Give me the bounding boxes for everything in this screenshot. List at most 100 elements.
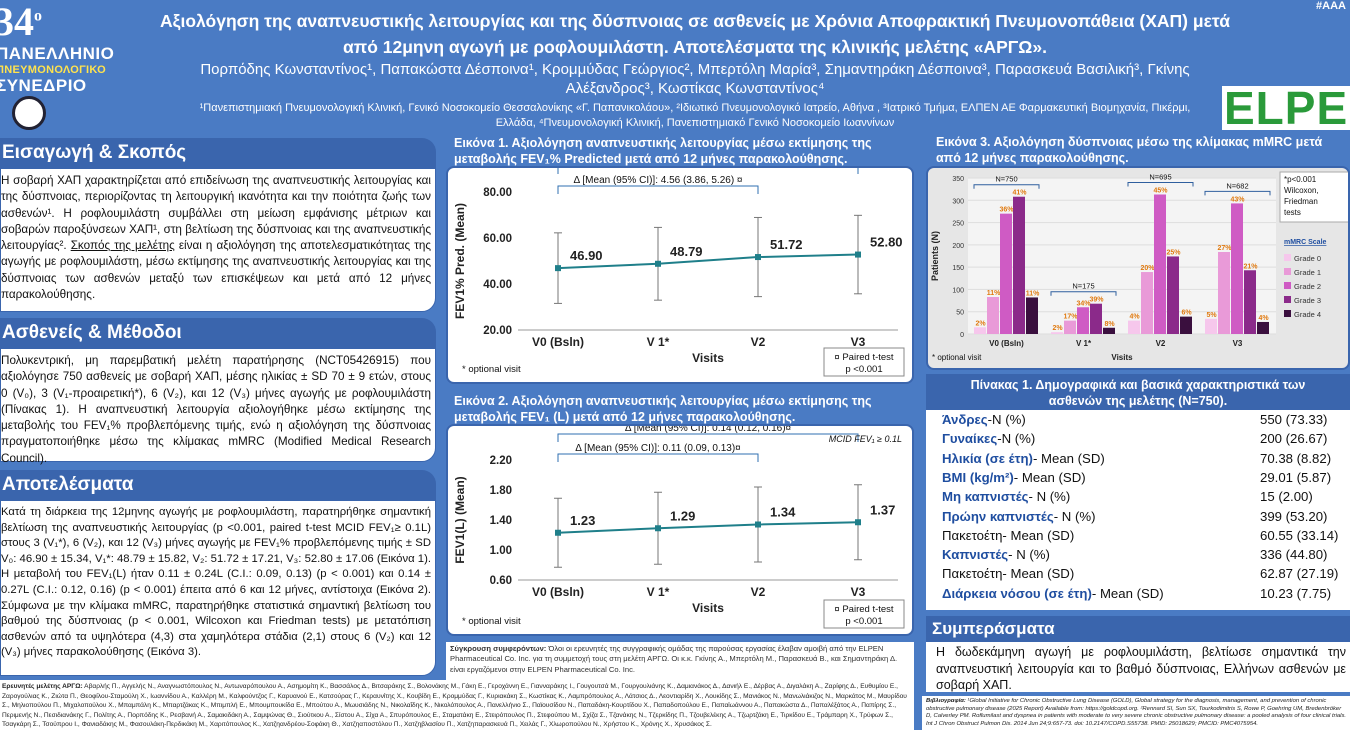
legend-swatch (1284, 268, 1291, 275)
bar (1013, 196, 1025, 334)
bar-label: 5% (1206, 312, 1217, 319)
y-tick-label: 150 (952, 265, 964, 272)
data-point (755, 521, 761, 528)
stat-note-line: Friedman (1284, 197, 1318, 206)
bar-label: 11% (1026, 290, 1040, 297)
bar-label: 25% (1166, 249, 1181, 256)
bar (1000, 213, 1012, 334)
p-value: p <0.001 (845, 616, 882, 627)
legend-swatch (1284, 282, 1291, 289)
fig3-title: Εικόνα 3. Αξιολόγηση δύσπνοιας μέσω της … (936, 135, 1323, 165)
y-tick-label: 250 (952, 221, 964, 228)
conclusions-heading: Συμπεράσματα (926, 616, 1350, 642)
fig2-title: Εικόνα 2. Αξιολόγηση αναπνευστικής λειτο… (454, 394, 872, 424)
intro-heading: Εισαγωγή & Σκοπός (0, 138, 436, 168)
y-tick-label: 1.00 (490, 545, 512, 557)
congress-line3: ΣΥΝΕΔΡΙΟ (0, 76, 87, 95)
bar-label: 34% (1076, 300, 1091, 307)
y-tick-label: 0.60 (490, 575, 512, 587)
x-tick-label: V3 (851, 335, 866, 349)
x-tick-label: V2 (1156, 339, 1166, 348)
data-point (655, 260, 661, 267)
data-label: 1.29 (670, 508, 695, 523)
total-label: N=175 (1072, 282, 1094, 291)
total-bracket (1050, 291, 1117, 296)
footnote: * optional visit (462, 364, 521, 375)
total-bracket (1127, 181, 1194, 187)
investigators: Ερευνητές μελέτης ΑΡΓΩ: Αβαρλής Π., Αγγε… (0, 680, 914, 730)
legend-swatch (1284, 254, 1291, 261)
bar-label: 6% (1181, 310, 1192, 317)
x-tick-label: V0 (Bsln) (989, 339, 1024, 348)
data-point (855, 519, 861, 526)
bar-label: 21% (1243, 263, 1258, 270)
data-label: 1.34 (770, 505, 796, 520)
bracket-v0-v3 (557, 165, 859, 174)
legend-label: Grade 0 (1294, 254, 1321, 263)
fig1-title: Εικόνα 1. Αξιολόγηση αναπνευστικής λειτο… (454, 136, 872, 166)
authors: Πορπόδης Κωνσταντίνος¹, Παπακώστα Δέσποι… (200, 61, 1190, 97)
x-tick-label: V 1* (647, 585, 670, 599)
total-label: N=682 (1226, 181, 1248, 190)
fig3-title-bg (926, 134, 1350, 168)
stat-note-line: tests (1284, 208, 1301, 217)
bracket-v0-v3 (557, 433, 859, 442)
fig3-plot: 0 50 100 150 200 250 300 350 Patients (N) 2% 11% 36… (930, 171, 1350, 362)
table-row-label: Γυναίκες-Ν (%) (942, 431, 1036, 447)
table-row-label: Πρώην καπνιστές- Ν (%) (942, 508, 1096, 524)
bar (1077, 307, 1089, 334)
total-bracket (973, 184, 1040, 189)
bar (1051, 332, 1063, 334)
table-row-label: Πακετοέτη- Mean (SD) (942, 566, 1075, 582)
fig2-plot: 0.60 1.00 1.40 1.80 2.20 FEV1(L) (Mean) Visits… (453, 423, 905, 629)
methods-text: Πολυκεντρική, μη παρεμβατική μελέτη παρα… (0, 348, 436, 465)
elpen-logo: ELPEN (1222, 82, 1350, 134)
bar-label: 4% (1258, 315, 1269, 322)
bracket-label-v0-v2: Δ [Mean (95% CI)]: 4.56 (3.86, 5.26) ¤ (574, 175, 743, 186)
bar-label: 2% (1052, 325, 1063, 332)
bar (1154, 194, 1166, 334)
bar (1026, 297, 1038, 334)
table-row-value: 336 (44.80) (1260, 547, 1328, 563)
methods-heading: Ασθενείς & Μέθοδοι (0, 318, 436, 348)
bracket-label-v0-v2: Δ [Mean (95% CI)]: 0.11 (0.09, 0.13)¤ (575, 443, 741, 454)
legend-swatch (1284, 310, 1291, 317)
y-tick-label: 1.40 (490, 515, 512, 527)
table-row-value: 399 (53.20) (1260, 508, 1328, 524)
table-row-label: Πακετοέτη- Mean (SD) (942, 527, 1075, 543)
bar (1128, 320, 1140, 334)
x-tick-label: V0 (Bsln) (532, 585, 584, 599)
data-label: 1.37 (870, 502, 895, 517)
bracket-v0-v2 (557, 185, 759, 194)
mcid-note: MCID FEV₁ ≥ 0.1L (829, 434, 902, 444)
y-axis-label: Patients (N) (930, 231, 940, 281)
legend-label: Grade 4 (1294, 310, 1321, 319)
stat-note-box (1279, 171, 1350, 223)
test-label: ¤ Paired t-test (834, 352, 893, 363)
fig2-chart: 0.60 1.00 1.40 1.80 2.20 FEV1(L) (Mean) Visits… (446, 423, 914, 636)
y-tick-label: 1.80 (490, 485, 512, 497)
fig1-title-bg (446, 134, 914, 168)
table-row-label: Καπνιστές- Ν (%) (942, 547, 1050, 563)
bar-label: 39% (1089, 297, 1104, 304)
bar-label: 11% (987, 290, 1001, 297)
x-axis-label: Visits (692, 601, 724, 615)
congress-number: 34ο (0, 0, 42, 44)
bar (1231, 203, 1243, 334)
y-tick-label: 60.00 (483, 233, 512, 245)
data-point (555, 265, 561, 272)
x-tick-label: V2 (751, 335, 766, 349)
bar (1167, 256, 1179, 334)
data-label: 48.79 (670, 244, 703, 259)
table-title: Πίνακας 1. Δημογραφικά και βασικά χαρακτ… (926, 374, 1350, 410)
y-axis-label: FEV1% Pred. (Mean) (453, 203, 467, 319)
stat-note-line: *p<0.001 (1284, 175, 1317, 184)
bar-label: 17% (1063, 314, 1078, 321)
data-label: 51.72 (770, 237, 803, 252)
test-box (823, 599, 905, 629)
fig3-chart: 0 50 100 150 200 250 300 350 Patients (N) 2% 11% 36… (926, 166, 1350, 370)
legend-swatch (1284, 296, 1291, 303)
table-row-value: 10.23 (7.75) (1260, 585, 1332, 601)
bar (974, 327, 986, 334)
society-emblem-icon (12, 96, 46, 130)
